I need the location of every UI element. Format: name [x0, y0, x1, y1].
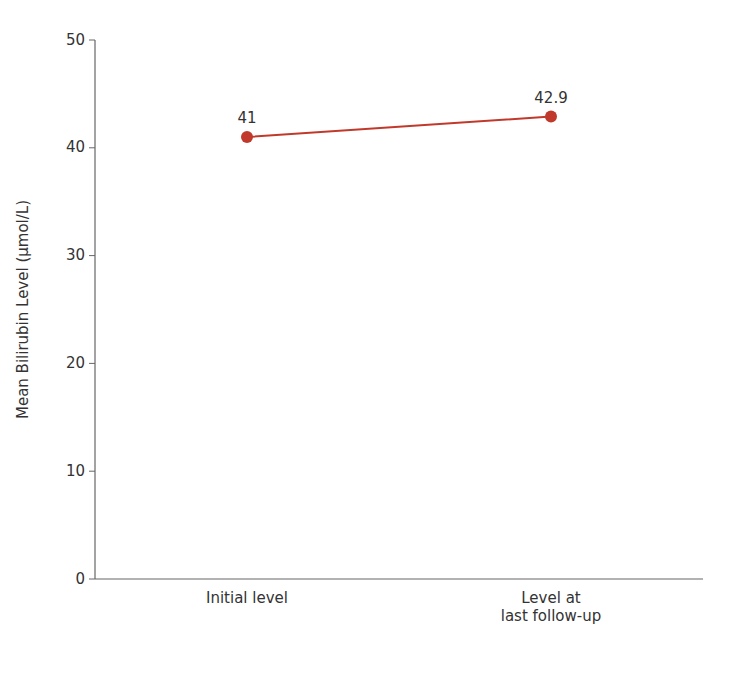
data-labels: 41 42.9	[237, 89, 567, 127]
y-tick-label: 50	[66, 31, 85, 49]
data-label: 41	[237, 109, 256, 127]
y-tick-label: 40	[66, 138, 85, 156]
y-tick-label: 20	[66, 354, 85, 372]
point	[545, 111, 557, 123]
y-tick	[89, 40, 95, 41]
y-axis-label: Mean Bilirubin Level (μmol/L)	[14, 200, 32, 419]
chart-container: 0 10 20 30 40 50 Initial level Level atlast fol…	[0, 0, 743, 689]
y-tick-label: 30	[66, 246, 85, 264]
data-label: 42.9	[534, 89, 567, 107]
chart: 0 10 20 30 40 50 Initial level Level atlast fol…	[0, 0, 743, 689]
point	[241, 131, 253, 143]
y-tick	[89, 255, 95, 256]
x-axis-line	[95, 578, 703, 579]
y-tick	[89, 579, 95, 580]
x-tick-label: Level atlast follow-up	[501, 589, 602, 625]
line	[247, 117, 551, 137]
x-tick-label: Initial level	[206, 589, 288, 607]
y-axis-line	[94, 40, 95, 579]
y-tick	[89, 363, 95, 364]
axes: 0 10 20 30 40 50 Initial level Level atlast fol…	[66, 31, 703, 626]
y-tick-label: 0	[75, 570, 85, 588]
plot-area	[241, 111, 557, 143]
y-tick-label: 10	[66, 462, 85, 480]
y-tick	[89, 471, 95, 472]
y-tick	[89, 147, 95, 148]
